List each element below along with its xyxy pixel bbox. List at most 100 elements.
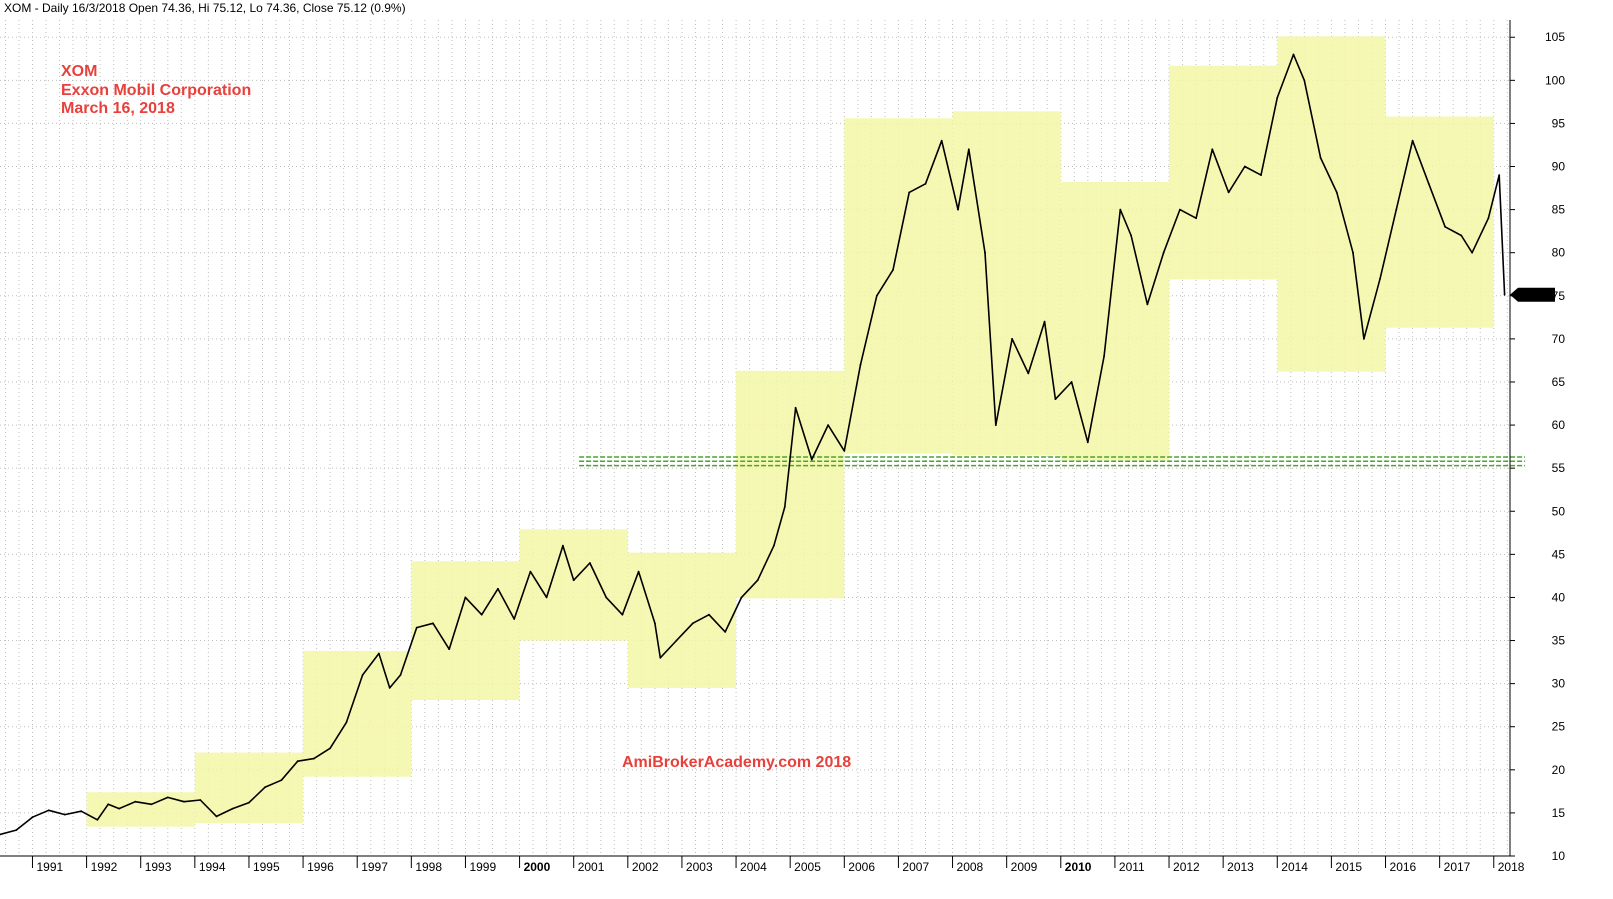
price-point	[1195, 217, 1197, 220]
price-point	[621, 613, 624, 616]
price-point	[329, 747, 331, 750]
x-tick-label: 1994	[199, 860, 226, 874]
x-axis-ticks: 1991 1992 1993 1994 1995 1996 1997 1998 1999 2000…	[31, 856, 1525, 874]
y-tick-label: 60	[1552, 418, 1566, 432]
x-tick-label: 2014	[1281, 860, 1308, 874]
price-point	[280, 779, 283, 782]
price-point	[794, 406, 797, 409]
axes	[0, 20, 1511, 857]
price-point	[1070, 381, 1073, 383]
price-point	[415, 626, 418, 629]
price-point	[264, 786, 267, 788]
x-tick-label: 2000	[524, 860, 551, 874]
price-point	[1179, 208, 1181, 211]
x-tick-label: 2013	[1227, 860, 1254, 874]
price-point	[1086, 441, 1089, 444]
price-point	[1146, 303, 1149, 306]
price-point	[967, 148, 970, 151]
watermark: AmiBrokerAcademy.com 2018	[622, 754, 851, 771]
y-tick-label: 105	[1545, 30, 1565, 44]
price-point	[1027, 372, 1030, 375]
price-point	[399, 674, 402, 676]
price-point	[605, 596, 608, 599]
y-tick-label: 55	[1552, 461, 1566, 475]
y-tick-label: 75	[1552, 289, 1566, 303]
range-box	[1385, 116, 1494, 328]
price-point	[296, 760, 299, 763]
x-tick-label: 2010	[1065, 860, 1092, 874]
price-point	[1411, 139, 1414, 142]
company-label: Exxon Mobil Corporation	[61, 82, 251, 99]
symbol-label: XOM	[61, 63, 97, 80]
x-tick-label: 2017	[1444, 860, 1471, 874]
price-point	[64, 813, 66, 816]
price-point	[924, 182, 927, 185]
price-point	[724, 631, 727, 633]
x-tick-label: 2008	[957, 860, 984, 874]
price-point	[984, 251, 986, 254]
range-box	[1277, 36, 1386, 372]
price-point	[908, 191, 911, 194]
range-box	[519, 529, 628, 641]
range-box	[86, 792, 195, 827]
y-tick-label: 80	[1552, 246, 1566, 260]
price-point	[388, 687, 391, 689]
x-tick-label: 1993	[145, 860, 172, 874]
price-point	[589, 562, 591, 564]
price-point	[1011, 338, 1013, 340]
x-tick-label: 2005	[794, 860, 821, 874]
price-point	[545, 596, 548, 599]
y-tick-label: 100	[1545, 73, 1565, 87]
range-box	[1169, 65, 1278, 280]
price-point	[659, 656, 662, 659]
x-tick-label: 2002	[632, 860, 659, 874]
price-point	[0, 833, 1, 836]
x-tick-label: 1999	[469, 860, 496, 874]
yearly-range-boxes	[86, 36, 1494, 827]
price-point	[1130, 234, 1132, 237]
range-box	[1060, 182, 1170, 461]
price-point	[150, 803, 153, 806]
price-point	[1427, 182, 1430, 185]
price-point	[843, 450, 846, 452]
price-point	[827, 424, 829, 426]
x-tick-label: 1998	[415, 860, 442, 874]
price-point	[183, 800, 185, 803]
last-price-badge	[1510, 287, 1555, 302]
price-point	[740, 596, 743, 599]
x-tick-label: 2015	[1335, 860, 1362, 874]
range-box	[952, 111, 1061, 456]
price-series	[0, 53, 1506, 836]
x-tick-label: 1995	[253, 860, 280, 874]
x-tick-label: 1997	[361, 860, 388, 874]
price-point	[1335, 191, 1338, 194]
range-box	[736, 370, 845, 599]
y-tick-label: 95	[1552, 116, 1566, 130]
price-point	[361, 674, 364, 676]
x-tick-label: 2006	[848, 860, 875, 874]
x-tick-label: 2009	[1011, 860, 1038, 874]
price-point	[1460, 234, 1463, 237]
range-box	[627, 552, 737, 688]
price-point	[773, 544, 775, 547]
x-tick-label: 2004	[740, 860, 767, 874]
price-point	[783, 506, 786, 508]
price-point	[859, 363, 862, 366]
price-point	[464, 596, 467, 599]
x-tick-label: 2018	[1498, 860, 1525, 874]
price-point	[756, 579, 759, 582]
y-tick-label: 50	[1552, 504, 1566, 518]
x-tick-label: 2012	[1173, 860, 1200, 874]
price-point	[80, 810, 83, 813]
price-point	[313, 757, 315, 760]
y-tick-label: 25	[1552, 720, 1566, 734]
price-point	[1498, 174, 1501, 177]
range-box	[411, 561, 520, 701]
x-tick-label: 2001	[578, 860, 605, 874]
price-point	[1292, 53, 1295, 56]
price-point	[31, 816, 34, 819]
y-tick-label: 20	[1552, 763, 1566, 777]
price-point	[1043, 320, 1046, 323]
price-point	[637, 570, 640, 573]
